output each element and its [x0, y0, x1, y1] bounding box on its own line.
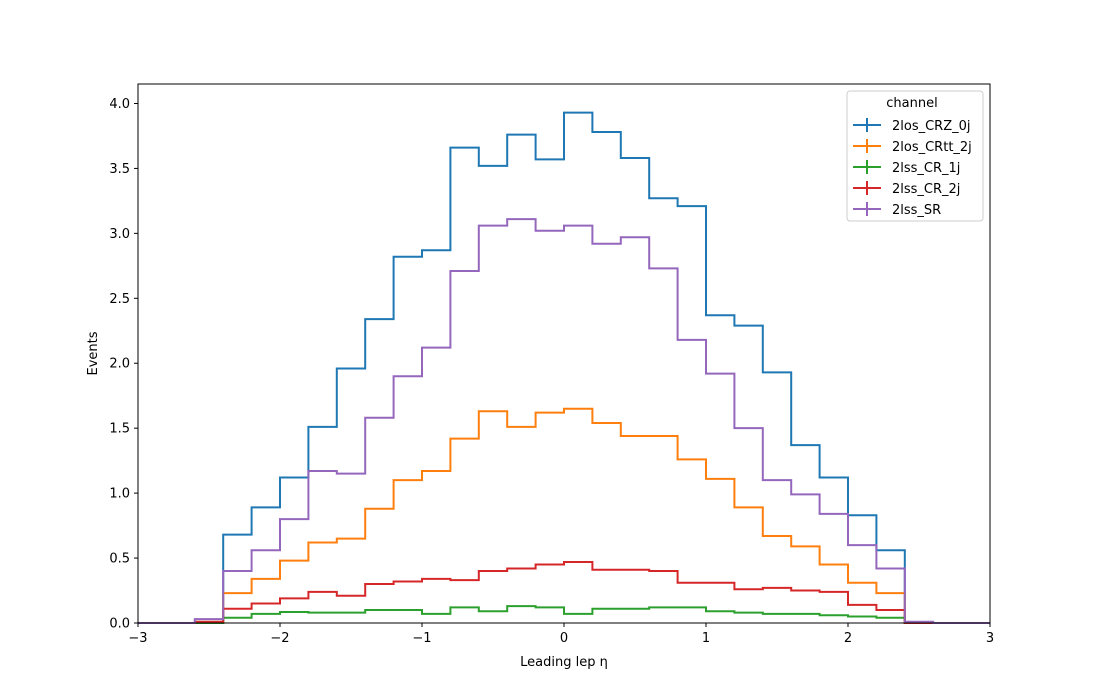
legend-label: 2lss_CR_1j — [892, 161, 960, 176]
x-tick-label: 3 — [986, 631, 994, 646]
x-tick-label: −3 — [128, 631, 147, 646]
legend-label: 2lss_CR_2j — [892, 182, 960, 197]
x-tick-label: 2 — [844, 631, 852, 646]
x-axis-label: Leading lep η — [520, 655, 608, 670]
series-line-2los_CRZ_0j — [138, 111, 990, 624]
legend-item: 2lss_SR — [853, 202, 941, 218]
legend-items: 2los_CRZ_0j 2los_CRtt_2j 2lss_CR_1j 2lss_CR… — [853, 118, 972, 218]
y-tick-label: 0.0 — [109, 617, 130, 632]
y-tick-label: 0.5 — [109, 552, 130, 567]
legend-item: 2los_CRZ_0j — [853, 118, 971, 134]
x-tick-label: 1 — [702, 631, 710, 646]
y-tick-label: 3.5 — [109, 162, 130, 177]
y-tick-label: 2.0 — [109, 357, 130, 372]
y-tick-label: 1.5 — [109, 422, 130, 437]
y-axis: 0.0 0.5 1.0 1.5 2.0 2.5 3.0 3.5 4.0 — [109, 97, 138, 632]
legend-label: 2los_CRZ_0j — [892, 119, 971, 134]
legend-item: 2los_CRtt_2j — [853, 139, 972, 155]
legend-item: 2lss_CR_2j — [853, 181, 960, 197]
series-line-2los_CRtt_2j — [138, 407, 990, 624]
y-axis-label: Events — [86, 331, 101, 375]
y-tick-label: 2.5 — [109, 292, 130, 307]
x-tick-label: −1 — [412, 631, 431, 646]
x-tick-label: −2 — [270, 631, 289, 646]
legend-title: channel — [886, 96, 937, 111]
plot-series-group — [138, 111, 990, 624]
series-line-2lss_SR — [138, 218, 990, 624]
series-line-2lss_CR_1j — [138, 605, 990, 624]
y-tick-label: 4.0 — [109, 97, 130, 112]
series-line-2lss_CR_2j — [138, 560, 990, 624]
legend: channel 2los_CRZ_0j 2los_CRtt_2j 2lss_CR_1… — [846, 90, 984, 222]
x-tick-label: 0 — [560, 631, 568, 646]
y-tick-label: 3.0 — [109, 227, 130, 242]
x-axis: −3 −2 −1 0 1 2 3 — [128, 623, 994, 646]
legend-label: 2lss_SR — [892, 203, 941, 218]
y-tick-label: 1.0 — [109, 487, 130, 502]
legend-item: 2lss_CR_1j — [853, 160, 960, 176]
legend-label: 2los_CRtt_2j — [892, 140, 972, 155]
